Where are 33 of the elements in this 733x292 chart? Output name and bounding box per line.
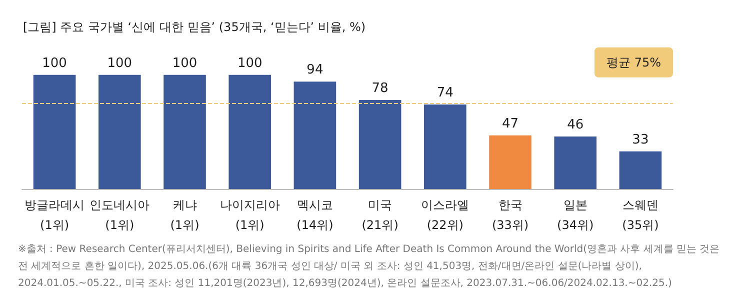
data-label: 33 — [632, 132, 649, 148]
bar — [424, 104, 466, 189]
x-tick-label: 멕시코 (14위) — [296, 198, 334, 232]
text: ※출처 : Pew Research Center(퓨리서치센터), Believing in Spirits and Life After Death Is Common Around the World(영혼과 사후 세계를 믿는 것은 전 세계적으로 흔한 일이다), 2025.05.06.(6개 대륙 36개국 성인 대상/ 미국 외 조사: 성인 41,503명, 전화/대면/온라인 설문(나라별 상이), 2024.01.05.~05.22., 미국 조사: 성인 11,201명(2023년), 12,693명(2024년), 온라인 설문조사, 2023.07.31.~06.06/2024.02.13.~02.25.) — [18, 244, 723, 289]
data-label: 46 — [567, 117, 584, 132]
x-tick-label: 이스라엘 (22위) — [421, 198, 470, 232]
x-tick-label: 스웨덴 (35위) — [622, 198, 659, 232]
data-label: 47 — [502, 116, 519, 132]
bar — [358, 100, 402, 189]
bar — [98, 74, 141, 189]
data-label: 100 — [237, 56, 262, 71]
data-label: 74 — [436, 86, 454, 101]
chart-title: [그림] 주요 국가별 ‘신에 대한 믿음’ (35개국, ‘믿는다’ 비율, %) — [23, 20, 366, 34]
x-tick-label: 일본 (34위) — [557, 198, 594, 232]
bar — [294, 82, 336, 189]
data-label: 100 — [42, 56, 67, 71]
data-label: 100 — [107, 56, 132, 71]
bar — [228, 74, 272, 189]
x-tick-label: 인도네시아 (1위) — [90, 198, 150, 232]
data-label: 100 — [172, 56, 198, 71]
x-tick-label: 미국 (21위) — [362, 198, 398, 232]
x-tick-label: 한국 (33위) — [492, 198, 529, 232]
ref-line-label: 평균 75% — [606, 55, 661, 70]
bar — [554, 136, 597, 189]
x-tick-label: 방글라데시 (1위) — [24, 198, 85, 232]
bar — [619, 151, 662, 189]
bar — [164, 74, 206, 189]
bar — [489, 135, 532, 189]
data-label: 94 — [306, 62, 324, 78]
bar — [33, 74, 76, 189]
data-label: 78 — [372, 80, 388, 96]
x-tick-label: 케냐 (1위) — [170, 198, 200, 232]
x-tick-label: 나이지리아 (1위) — [220, 198, 280, 232]
